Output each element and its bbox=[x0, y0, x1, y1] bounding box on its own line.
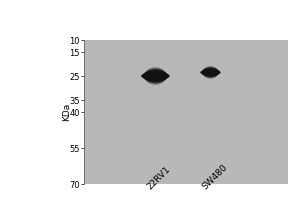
Ellipse shape bbox=[201, 70, 220, 75]
Ellipse shape bbox=[145, 67, 166, 85]
Ellipse shape bbox=[203, 66, 218, 79]
Y-axis label: KDa: KDa bbox=[62, 103, 71, 121]
Ellipse shape bbox=[141, 73, 170, 79]
Ellipse shape bbox=[202, 67, 218, 78]
Ellipse shape bbox=[202, 67, 219, 78]
Ellipse shape bbox=[145, 67, 166, 85]
Ellipse shape bbox=[201, 69, 220, 76]
Ellipse shape bbox=[202, 68, 219, 77]
Ellipse shape bbox=[200, 70, 221, 75]
Ellipse shape bbox=[144, 68, 167, 84]
Ellipse shape bbox=[142, 71, 168, 81]
Ellipse shape bbox=[144, 69, 167, 83]
Ellipse shape bbox=[142, 71, 169, 81]
Ellipse shape bbox=[203, 66, 218, 79]
Ellipse shape bbox=[143, 70, 168, 82]
Ellipse shape bbox=[143, 69, 167, 83]
Ellipse shape bbox=[202, 68, 220, 77]
Ellipse shape bbox=[142, 72, 169, 80]
Text: SW480: SW480 bbox=[200, 162, 229, 191]
Ellipse shape bbox=[201, 69, 220, 76]
Text: 22RV1: 22RV1 bbox=[145, 164, 172, 191]
